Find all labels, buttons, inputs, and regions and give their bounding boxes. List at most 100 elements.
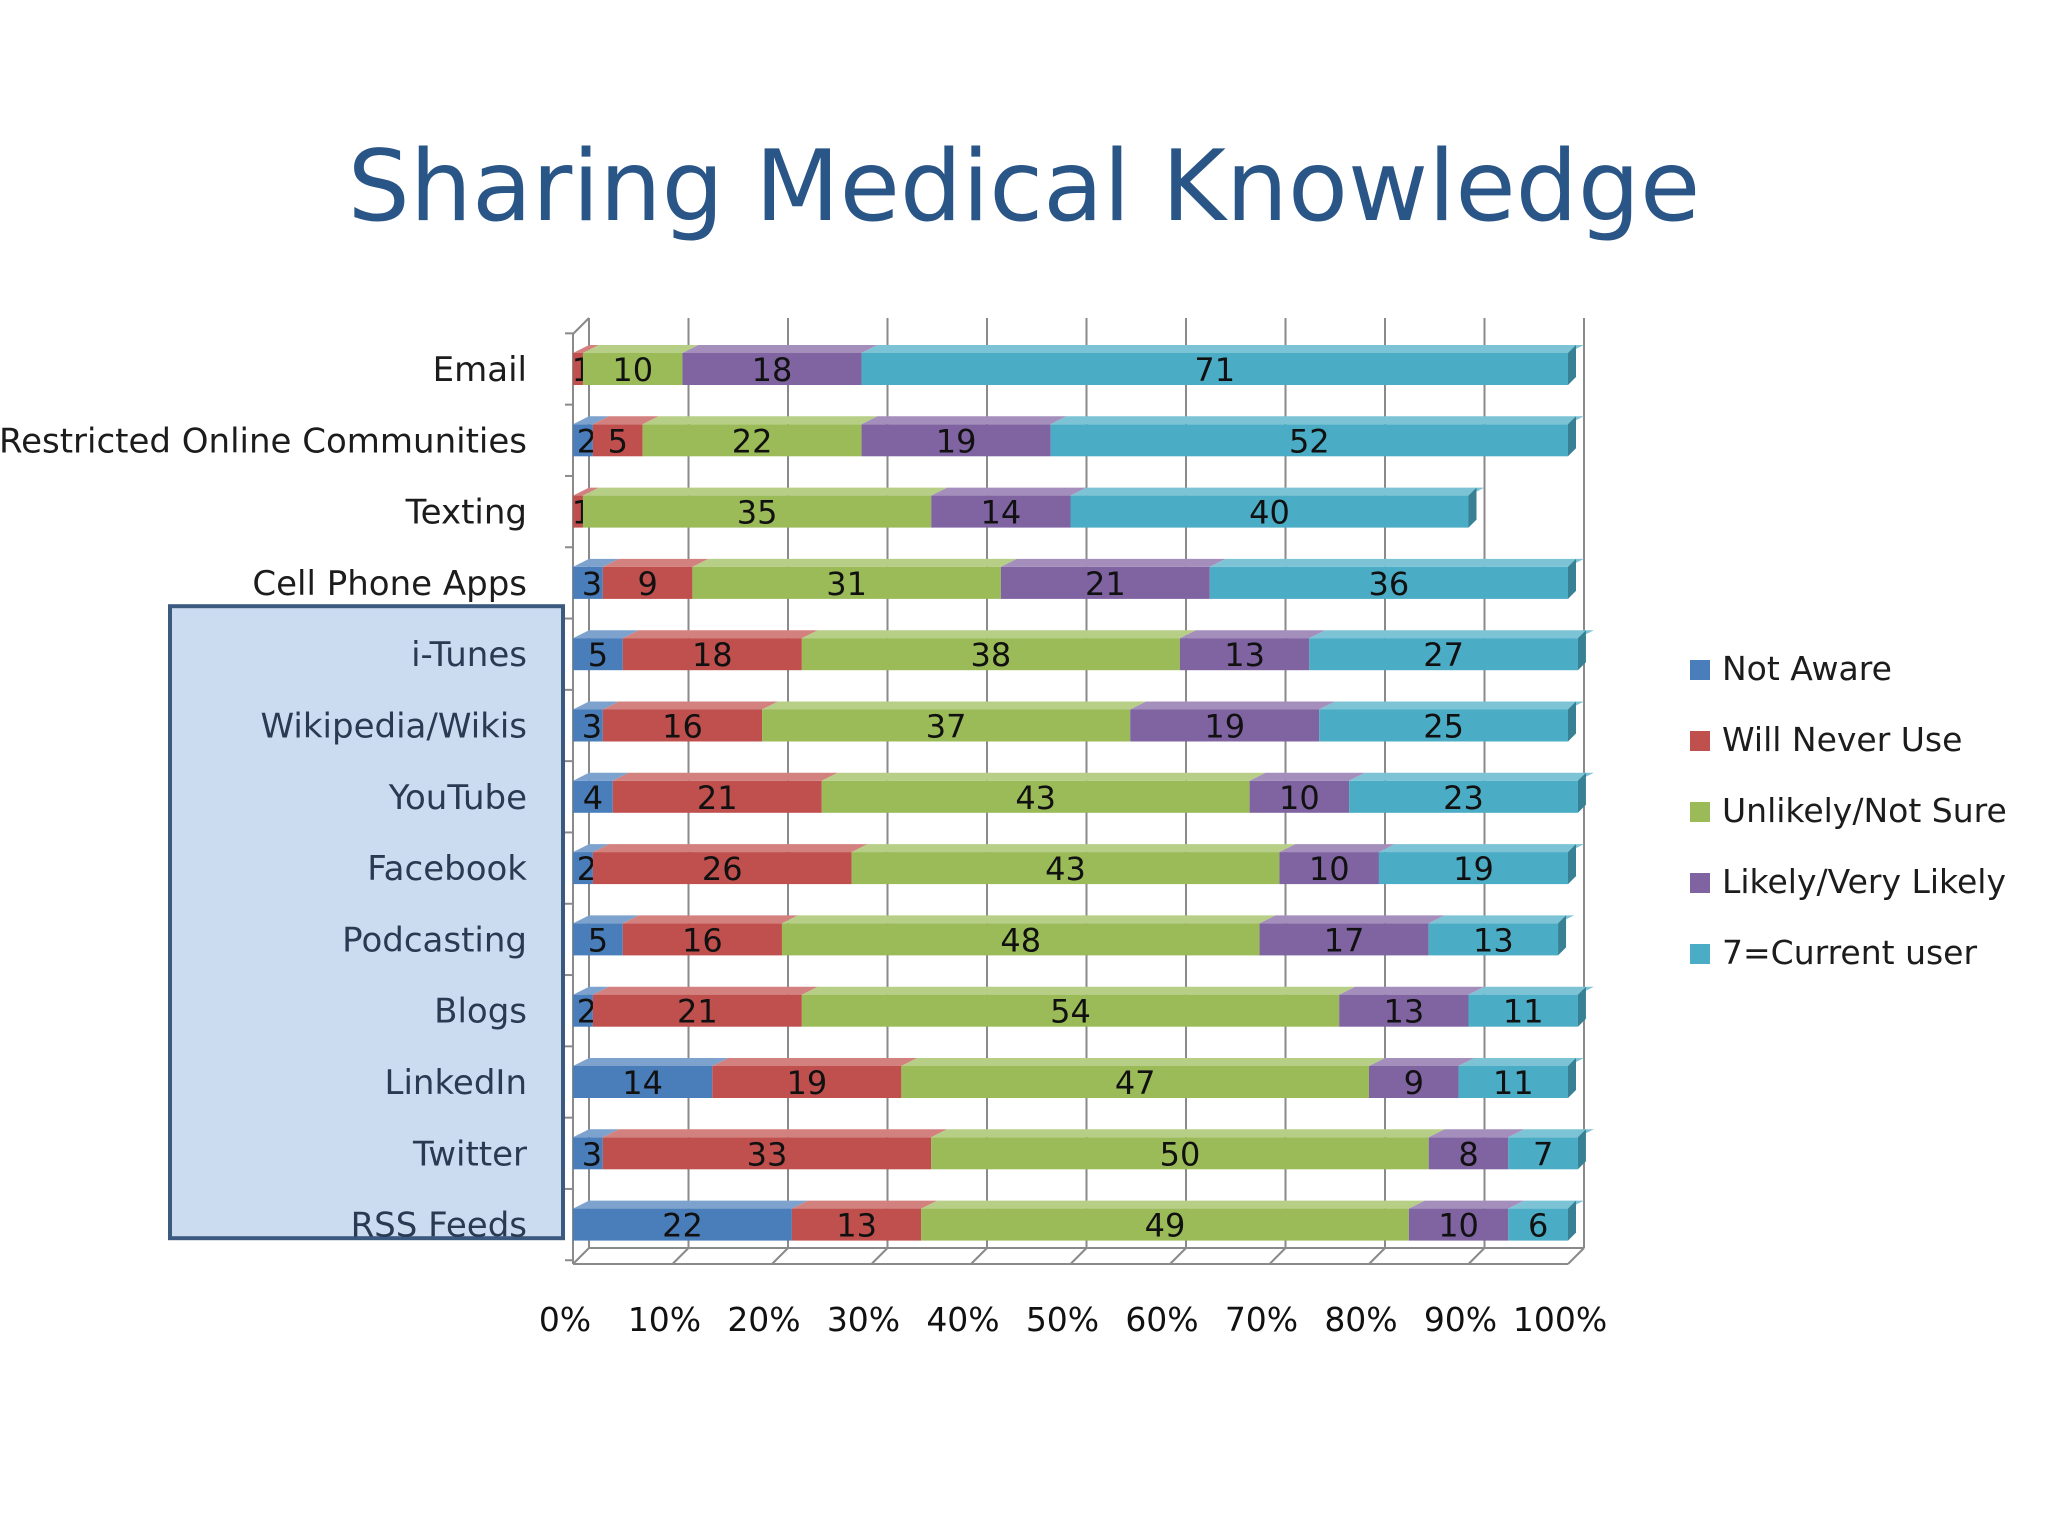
bar-top-not-aware xyxy=(573,630,639,639)
data-label: 71 xyxy=(1194,351,1235,389)
bar-top-likely-very-likely xyxy=(682,345,878,353)
bar-end-cap xyxy=(1568,1058,1576,1098)
bar-row-facebook: 2 26 43 10 19 xyxy=(573,844,1584,888)
x-tick-labels: 0% 10% 20% 30% 40% 50% 60% 70% 80% 90% 100% xyxy=(539,1300,1607,1339)
bar-row-restricted-online-communities: 2 5 22 19 52 xyxy=(573,416,1584,460)
bar-segment-unlikely-not-sure xyxy=(921,1208,1409,1241)
bar-segment-unlikely-not-sure xyxy=(762,709,1131,742)
bar-top-likely-very-likely xyxy=(1000,558,1226,567)
category-label: Email xyxy=(433,350,527,390)
bar-top-7-current-user xyxy=(1468,986,1594,995)
bar-segment-likely-very-likely xyxy=(1179,638,1310,671)
data-label: 38 xyxy=(971,636,1012,674)
slide-title: Sharing Medical Knowledge xyxy=(347,130,1701,244)
bar-segment-not-aware xyxy=(573,1066,713,1098)
bar-top-likely-very-likely xyxy=(1179,630,1326,639)
bar-end-cap xyxy=(1568,844,1576,885)
legend-label: Not Aware xyxy=(1722,649,1892,688)
bar-top-unlikely-not-sure xyxy=(642,416,878,425)
bar-top-not-aware xyxy=(573,416,609,425)
legend-swatch xyxy=(1690,873,1710,893)
category-label: Cell Phone Apps xyxy=(252,564,527,604)
data-label: 7 xyxy=(1533,1135,1553,1173)
bar-top-not-aware xyxy=(573,558,619,567)
bar-top-not-aware xyxy=(573,1058,729,1066)
bar-segment-7-current-user xyxy=(1468,994,1578,1027)
bar-top-likely-very-likely xyxy=(861,416,1067,425)
legend-label: Will Never Use xyxy=(1722,720,1962,759)
bar-row-i-tunes: 5 18 38 13 27 xyxy=(573,630,1594,674)
data-label: 2 xyxy=(577,993,597,1031)
bar-top-likely-very-likely xyxy=(1130,701,1336,710)
gridline-depth xyxy=(1169,1247,1187,1265)
x-tick-label: 70% xyxy=(1225,1300,1298,1339)
bar-top-will-never-use xyxy=(592,416,659,425)
data-label: 11 xyxy=(1493,1064,1534,1102)
bar-top-unlikely-not-sure xyxy=(931,1129,1445,1138)
data-label: 10 xyxy=(1279,779,1320,817)
category-label: Wikipedia/Wikis xyxy=(261,707,527,747)
x-tick-label: 100% xyxy=(1513,1300,1607,1339)
bar-segment-will-never-use xyxy=(612,780,822,813)
data-label: 23 xyxy=(1443,779,1484,817)
bar-segment-will-never-use xyxy=(592,852,852,885)
bar-top-will-never-use xyxy=(592,844,868,853)
data-label: 36 xyxy=(1369,565,1410,603)
bar-end-cap xyxy=(1577,986,1586,1027)
data-label: 50 xyxy=(1160,1135,1201,1173)
bar-segment-not-aware xyxy=(573,638,623,671)
data-label: 13 xyxy=(1224,636,1265,674)
bar-top-likely-very-likely xyxy=(1249,772,1366,781)
data-label: 22 xyxy=(732,422,773,460)
data-label: 47 xyxy=(1115,1064,1156,1102)
category-label: Restricted Online Communities xyxy=(0,421,527,461)
data-label: 10 xyxy=(1438,1207,1479,1245)
bar-top-likely-very-likely xyxy=(1339,986,1485,995)
data-label: 16 xyxy=(662,708,703,746)
data-label: 19 xyxy=(1453,850,1494,888)
data-label: 26 xyxy=(702,850,743,888)
bar-segment-not-aware xyxy=(573,1137,603,1170)
data-label: 52 xyxy=(1289,422,1330,460)
bar-top-unlikely-not-sure xyxy=(692,558,1017,567)
bar-top-will-never-use xyxy=(573,487,599,496)
gridline-depth xyxy=(1467,1247,1486,1265)
bar-segment-unlikely-not-sure xyxy=(851,852,1280,885)
data-label: 2 xyxy=(577,850,597,888)
category-label: Twitter xyxy=(412,1134,527,1174)
data-label: 9 xyxy=(1404,1064,1424,1102)
data-label: 27 xyxy=(1423,636,1464,674)
bar-segment-likely-very-likely xyxy=(931,495,1071,528)
legend-swatch xyxy=(1690,660,1710,680)
bar-segment-unlikely-not-sure xyxy=(901,1066,1369,1098)
data-label: 22 xyxy=(662,1207,703,1245)
data-label: 8 xyxy=(1458,1135,1478,1173)
data-label: 3 xyxy=(582,565,602,603)
data-label: 6 xyxy=(1528,1207,1548,1245)
data-label: 21 xyxy=(1085,565,1126,603)
data-label: 37 xyxy=(926,708,967,746)
bar-top-not-aware xyxy=(573,915,639,924)
x-tick-label: 30% xyxy=(827,1300,900,1339)
bar-end-cap xyxy=(1577,772,1586,813)
legend-label: Likely/Very Likely xyxy=(1722,862,2006,901)
bar-top-7-current-user xyxy=(1050,416,1584,425)
bar-top-7-current-user xyxy=(1508,1200,1584,1209)
bar-segment-7-current-user xyxy=(1458,1066,1568,1098)
bar-segment-7-current-user xyxy=(1309,638,1578,671)
bar-segment-7-current-user xyxy=(1209,566,1568,599)
bar-top-likely-very-likely xyxy=(1259,915,1445,924)
x-tick-label: 20% xyxy=(727,1300,800,1339)
data-label: 10 xyxy=(612,351,653,389)
bar-segment-unlikely-not-sure xyxy=(642,424,862,457)
bar-top-not-aware xyxy=(573,1200,808,1209)
gridline-depth xyxy=(1069,1247,1088,1265)
bar-end-cap xyxy=(1558,915,1567,956)
gridline-depth xyxy=(671,1247,690,1265)
bar-top-unlikely-not-sure xyxy=(582,487,948,496)
bar-segment-likely-very-likely xyxy=(1279,852,1379,885)
bar-top-likely-very-likely xyxy=(931,487,1087,496)
bars: 1 10 18 712 5 22 19 521 35 14 403 9 31 21 365 18 38 13 273… xyxy=(572,345,1594,1245)
bar-top-not-aware xyxy=(573,701,619,710)
category-label: Texting xyxy=(405,493,527,533)
